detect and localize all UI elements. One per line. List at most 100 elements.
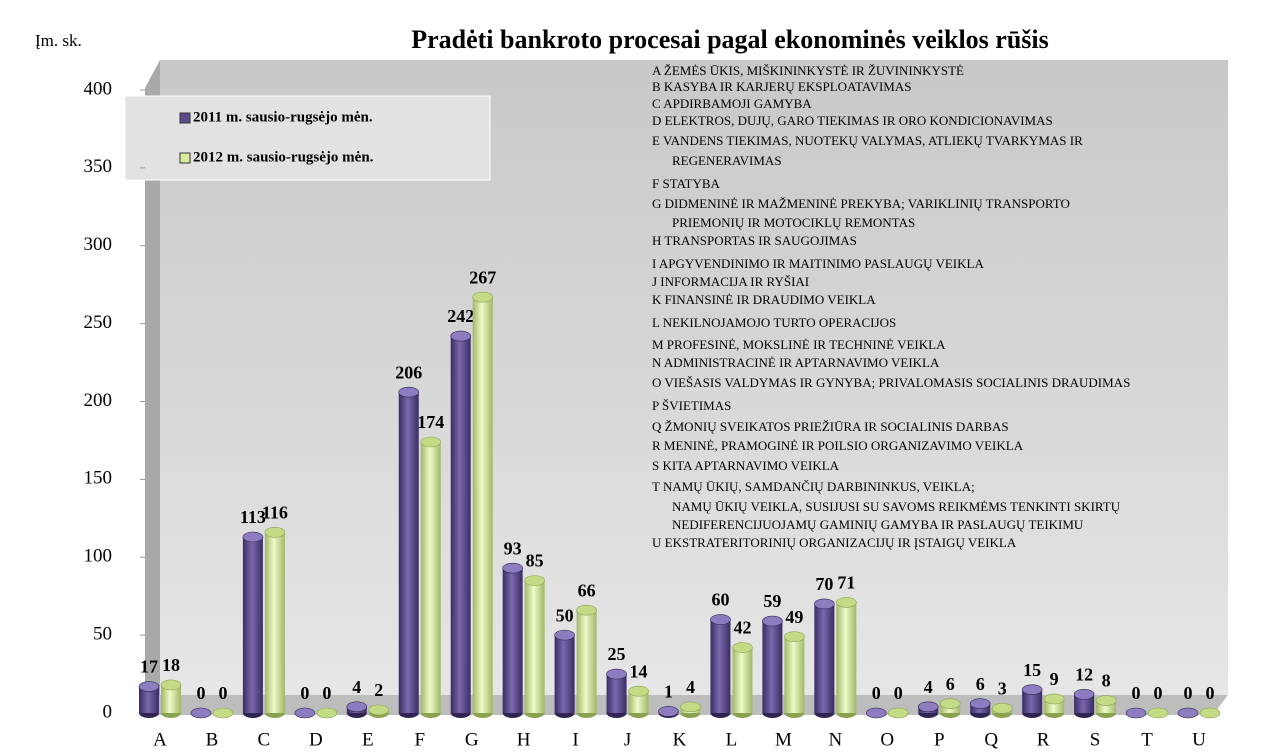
bar-top xyxy=(264,527,286,538)
bar xyxy=(1073,689,1095,718)
bar xyxy=(710,614,731,718)
bar xyxy=(212,707,234,719)
y-tick-label: 0 xyxy=(103,701,113,722)
bar-body xyxy=(161,684,181,713)
bar xyxy=(680,701,701,718)
bar-top xyxy=(658,706,679,717)
bar-top xyxy=(1177,707,1199,719)
bar xyxy=(316,707,338,719)
code-legend-line: H TRANSPORTAS IR SAUGOJIMAS xyxy=(652,233,857,248)
value-label: 93 xyxy=(504,538,522,558)
x-tick-label: Q xyxy=(984,729,998,750)
code-legend-line: B KASYBA IR KARJERŲ EKSPLOATAVIMAS xyxy=(652,79,912,94)
x-tick-label: S xyxy=(1090,729,1101,750)
code-legend-line: N ADMINISTRACINĖ IR APTARNAVIMO VEIKLA xyxy=(652,355,940,370)
bar-top xyxy=(554,629,575,641)
bar-top xyxy=(887,707,909,719)
bar xyxy=(732,642,753,718)
code-legend-line: T NAMŲ ŪKIŲ, SAMDANČIŲ DARBININKUS, VEIK… xyxy=(652,479,975,494)
value-label: 50 xyxy=(556,605,574,625)
value-label: 4 xyxy=(686,677,695,697)
bar-top xyxy=(917,701,939,713)
bar-body xyxy=(139,686,159,713)
bar-top xyxy=(710,614,731,625)
legend-swatch xyxy=(179,112,191,124)
bar-body xyxy=(836,602,857,713)
bar xyxy=(242,531,264,718)
x-tick-label: K xyxy=(673,729,687,750)
bar-top xyxy=(939,698,961,709)
value-label: 14 xyxy=(630,661,648,681)
bar-top xyxy=(190,707,212,719)
bar-top xyxy=(472,291,494,303)
code-legend-line: K FINANSINĖ IR DRAUDIMO VEIKLA xyxy=(652,292,876,307)
bar xyxy=(814,598,835,718)
code-legend-line: A ŽEMĖS ŪKIS, MIŠKININKYSTĖ IR ŽUVININKY… xyxy=(652,63,964,78)
value-label: 4 xyxy=(924,677,933,697)
bar xyxy=(294,707,316,719)
y-tick-label: 250 xyxy=(84,312,113,333)
bar xyxy=(1199,707,1221,719)
value-label: 66 xyxy=(578,580,596,600)
code-legend-line: R MENINĖ, PRAMOGINĖ IR POILSIO ORGANIZAV… xyxy=(652,438,1024,453)
bar-top xyxy=(1147,707,1169,719)
x-tick-label: J xyxy=(624,729,631,750)
bar xyxy=(887,707,909,719)
bar xyxy=(1177,707,1199,719)
value-label: 85 xyxy=(526,551,544,571)
value-label: 116 xyxy=(262,502,288,522)
bar xyxy=(160,679,182,718)
value-label: 174 xyxy=(417,412,444,432)
value-label: 6 xyxy=(946,674,955,694)
bar-top xyxy=(316,707,338,719)
code-legend-line: M PROFESINĖ, MOKSLINĖ IR TECHNINĖ VEIKLA xyxy=(652,337,946,352)
value-label: 70 xyxy=(815,574,833,594)
y-tick-label: 400 xyxy=(84,78,113,99)
value-label: 1 xyxy=(664,682,673,702)
y-tick-label: 100 xyxy=(84,546,113,567)
bar-top xyxy=(450,330,472,342)
value-label: 0 xyxy=(872,683,881,703)
bar xyxy=(190,707,212,719)
bar-body xyxy=(264,532,285,713)
x-tick-label: E xyxy=(362,729,374,750)
bar-top xyxy=(628,685,649,697)
bar-body xyxy=(784,636,805,713)
bar-top xyxy=(1043,693,1065,705)
value-label: 3 xyxy=(998,678,1007,698)
bar-top xyxy=(212,707,234,719)
x-tick-label: M xyxy=(775,729,792,750)
code-legend-line: J INFORMACIJA IR RYŠIAI xyxy=(652,274,809,289)
bar xyxy=(628,685,649,718)
bar-top xyxy=(732,642,753,653)
bar-body xyxy=(628,691,649,713)
value-label: 0 xyxy=(1132,683,1141,703)
bar-top xyxy=(814,598,835,610)
code-legend-line: I APGYVENDINIMO IR MAITINIMO PASLAUGŲ VE… xyxy=(652,256,984,271)
y-tick-label: 300 xyxy=(84,234,113,255)
bar xyxy=(346,701,368,718)
bar-top xyxy=(368,704,390,716)
bar-body xyxy=(450,336,471,713)
y-tick-label: 200 xyxy=(84,390,113,411)
bar-body xyxy=(398,392,419,713)
value-label: 25 xyxy=(608,644,626,664)
x-tick-label: A xyxy=(153,729,167,750)
value-label: 15 xyxy=(1023,660,1041,680)
value-label: 60 xyxy=(711,590,729,610)
value-label: 0 xyxy=(322,683,331,703)
bar xyxy=(554,629,575,718)
x-tick-label: N xyxy=(828,729,842,750)
x-tick-label: C xyxy=(258,729,271,750)
x-tick-label: I xyxy=(572,729,578,750)
bar xyxy=(865,707,887,719)
bar xyxy=(1095,695,1117,718)
bar-body xyxy=(762,621,783,713)
bar-body xyxy=(502,568,523,713)
side-wall xyxy=(145,60,160,715)
value-label: 42 xyxy=(733,618,751,638)
bar xyxy=(138,681,160,718)
bar-top xyxy=(420,436,442,448)
value-label: 18 xyxy=(162,655,180,675)
bar-top xyxy=(160,679,182,691)
